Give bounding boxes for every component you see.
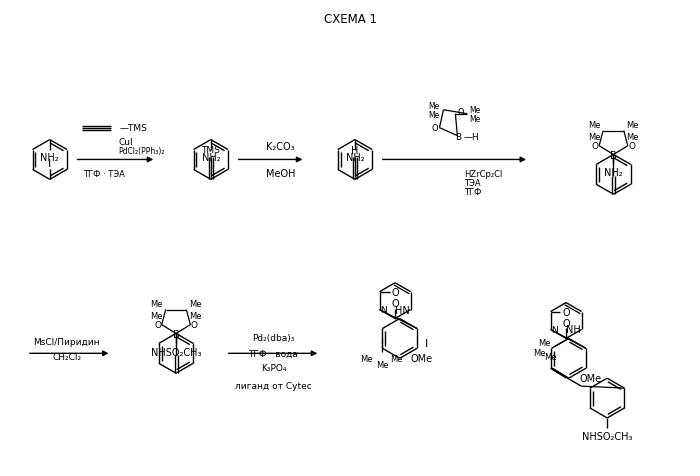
Text: O: O <box>154 320 161 329</box>
Text: O: O <box>563 307 570 317</box>
Text: —TMS: —TMS <box>120 124 147 133</box>
Text: NH: NH <box>566 325 581 335</box>
Text: NH₂: NH₂ <box>346 153 364 163</box>
Text: O: O <box>431 124 438 133</box>
Text: O: O <box>592 142 598 151</box>
Text: NH₂: NH₂ <box>202 153 220 163</box>
Text: Pd₂(dba)₃: Pd₂(dba)₃ <box>252 333 295 342</box>
Text: HN: HN <box>395 305 410 315</box>
Text: B: B <box>610 151 617 161</box>
Text: K₂CO₃: K₂CO₃ <box>266 141 295 151</box>
Text: NH₂: NH₂ <box>604 168 623 178</box>
Text: Me: Me <box>588 121 601 130</box>
Text: MeOH: MeOH <box>266 169 295 179</box>
Text: Me: Me <box>428 102 439 111</box>
Text: MsCl/Пиридин: MsCl/Пиридин <box>34 337 100 346</box>
Text: H: H <box>351 145 358 155</box>
Text: O: O <box>628 142 635 151</box>
Text: I: I <box>48 159 51 169</box>
Text: ТЭА: ТЭА <box>464 178 481 188</box>
Text: CH₂Cl₂: CH₂Cl₂ <box>52 352 81 361</box>
Text: Me: Me <box>376 360 389 369</box>
Text: N: N <box>551 325 558 334</box>
Text: O: O <box>392 287 399 297</box>
Text: —H: —H <box>463 133 480 142</box>
Text: O: O <box>191 320 198 329</box>
Text: ТГФ · ТЭА: ТГФ · ТЭА <box>83 169 125 178</box>
Text: K₃PO₄: K₃PO₄ <box>260 363 286 372</box>
Text: N: N <box>380 306 387 315</box>
Text: Me: Me <box>189 299 202 308</box>
Text: Me: Me <box>533 348 545 357</box>
Text: Me: Me <box>588 133 601 142</box>
Text: OMe: OMe <box>580 373 602 383</box>
Text: Me: Me <box>150 311 163 320</box>
Text: HZrCp₂Cl: HZrCp₂Cl <box>464 169 503 178</box>
Text: NHSO₂CH₃: NHSO₂CH₃ <box>150 347 202 357</box>
Text: Me: Me <box>428 111 439 120</box>
Text: Me: Me <box>626 133 639 142</box>
Text: B: B <box>455 133 461 142</box>
Text: Me: Me <box>360 354 373 363</box>
Text: СХЕМА 1: СХЕМА 1 <box>323 13 377 26</box>
Text: TMS: TMS <box>202 146 220 155</box>
Text: PdCl₂(PPh₃)₂: PdCl₂(PPh₃)₂ <box>118 147 165 156</box>
Text: Me: Me <box>470 115 481 124</box>
Text: NH₂: NH₂ <box>41 153 59 163</box>
Text: NHSO₂CH₃: NHSO₂CH₃ <box>582 431 632 441</box>
Text: Me: Me <box>150 299 163 308</box>
Text: Me: Me <box>470 106 481 115</box>
Text: Me: Me <box>626 121 639 130</box>
Text: Me: Me <box>538 338 551 347</box>
Text: ТГФ · вода: ТГФ · вода <box>248 349 298 358</box>
Text: I: I <box>425 338 428 348</box>
Text: O: O <box>391 298 399 308</box>
Text: Me: Me <box>390 354 402 363</box>
Text: O: O <box>562 318 570 328</box>
Text: OMe: OMe <box>410 354 433 364</box>
Text: CuI: CuI <box>118 138 133 147</box>
Text: Me: Me <box>545 352 557 361</box>
Text: B: B <box>173 330 179 340</box>
Text: лиганд от Cytec: лиганд от Cytec <box>235 381 312 390</box>
Text: O: O <box>457 108 463 117</box>
Text: Me: Me <box>189 311 202 320</box>
Text: ТГФ: ТГФ <box>464 188 482 197</box>
